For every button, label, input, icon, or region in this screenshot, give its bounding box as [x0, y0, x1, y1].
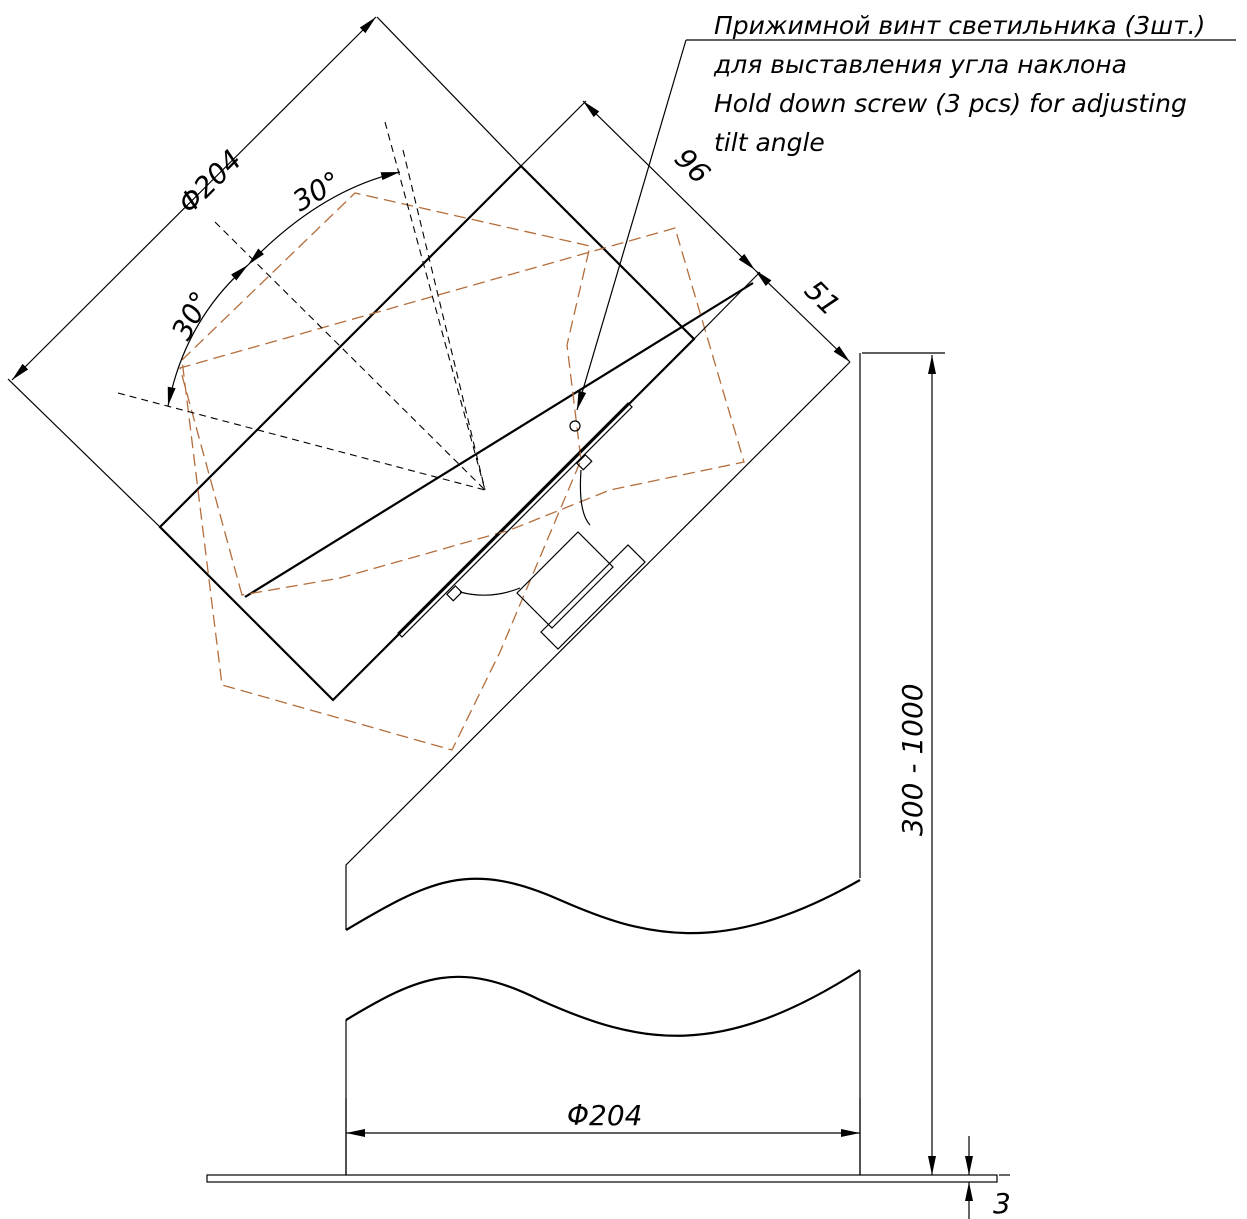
lamp-housing: [158, 164, 754, 702]
axis-line-1: [384, 121, 486, 491]
mounting-bracket: [397, 402, 646, 650]
pole-upper-outline: [345, 353, 861, 930]
leader-line: [576, 39, 687, 411]
ext-line: [7, 378, 161, 528]
tilt-envelope-right: [179, 227, 745, 596]
lamp-body-outline: [158, 164, 696, 702]
hold-down-screw: [569, 420, 581, 432]
pole-break-upper: [345, 877, 861, 935]
screw-head-upper: [576, 454, 593, 471]
dim-line: [11, 16, 377, 381]
note-line-4: tilt angle: [714, 128, 825, 157]
dim-lamp-diameter: Φ204: [7, 16, 522, 528]
tilt-envelope-left: [181, 192, 591, 751]
mounting-plate: [397, 402, 633, 638]
dim-plate-thickness: 3: [965, 1136, 1011, 1219]
axis-line-2: [117, 392, 486, 491]
lamp-front-face-line: [244, 282, 754, 598]
pole-stand: [206, 353, 998, 1183]
note-line-1: Прижимной винт светильника (3шт.): [714, 11, 1205, 40]
bracket-arm: [516, 531, 614, 629]
axis-line-3: [402, 149, 486, 491]
axis-line-4: [214, 221, 486, 491]
tilt-envelope: [179, 192, 745, 751]
angle-arc-lower: [167, 264, 249, 407]
ext-line: [520, 100, 587, 167]
screw-head-lower: [446, 585, 463, 602]
plate-thickness-label: 3: [993, 1187, 1011, 1219]
lamp-diameter-label: Φ204: [172, 143, 249, 220]
bracket-arc-lower: [459, 587, 521, 596]
bracket-foot: [540, 544, 646, 650]
depth-96-label: 96: [668, 142, 717, 191]
angle-arc-upper: [247, 171, 401, 266]
dim-base-diameter: Φ204: [345, 1098, 861, 1175]
dim-line-51: [754, 269, 851, 363]
depth-51-label: 51: [798, 274, 847, 323]
dim-height: 300 - 1000: [862, 352, 1010, 1176]
screw-note: Прижимной винт светильника (3шт.) для вы…: [576, 11, 1236, 411]
angle-lower-label: 30°: [165, 286, 217, 345]
ext-line: [376, 16, 522, 167]
base-diameter-label: Φ204: [567, 1099, 642, 1132]
ext-line: [693, 271, 761, 340]
pole-break-lower: [345, 969, 861, 1037]
bracket-arc-upper: [579, 469, 591, 526]
note-line-3: Hold down screw (3 pcs) for adjusting: [714, 89, 1187, 118]
height-range-label: 300 - 1000: [896, 683, 929, 836]
dim-line-96: [582, 100, 756, 271]
base-plate: [206, 1174, 998, 1183]
note-line-2: для выставления угла наклона: [713, 50, 1127, 79]
center-lines: [117, 121, 486, 491]
pole-lower-outline: [345, 970, 861, 1175]
